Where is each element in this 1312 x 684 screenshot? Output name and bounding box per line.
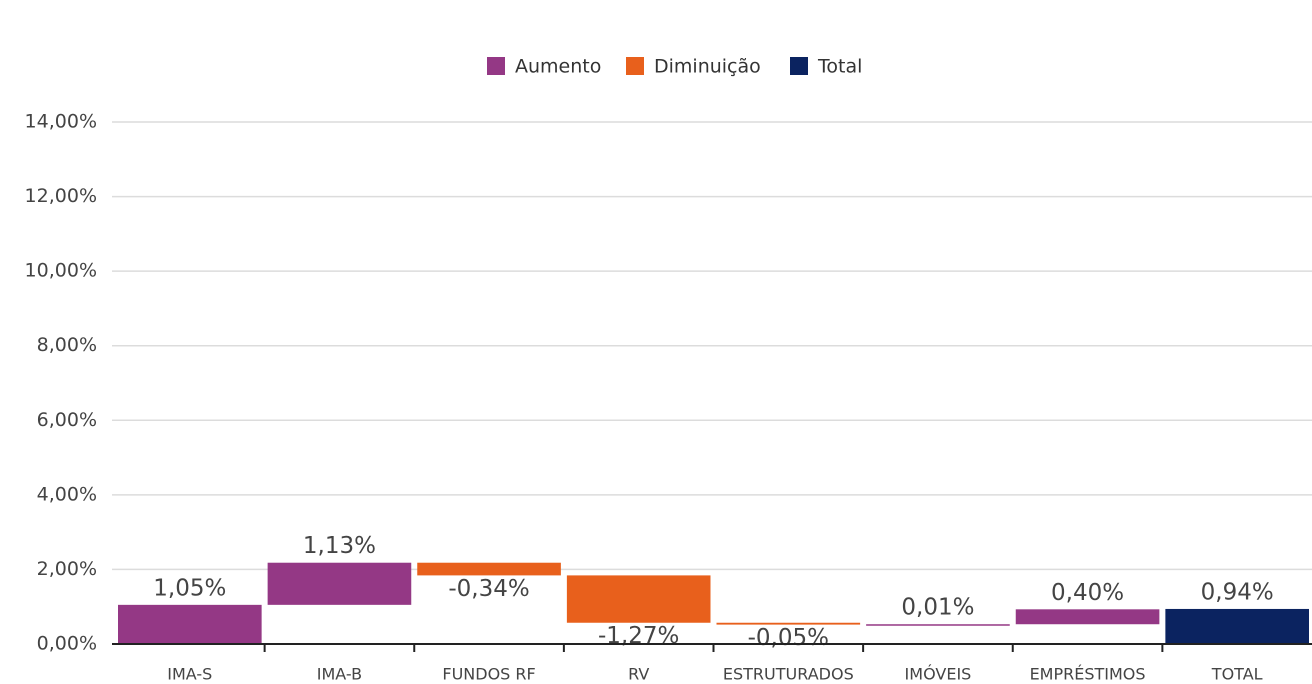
value-label: -0,05% xyxy=(748,625,829,651)
legend-swatch xyxy=(626,57,644,75)
legend-swatch xyxy=(790,57,808,75)
x-tick-label: FUNDOS RF xyxy=(442,665,535,684)
bar xyxy=(716,622,861,625)
y-tick-label: 4,00% xyxy=(37,483,97,505)
legend-label: Total xyxy=(817,56,862,78)
y-tick-label: 2,00% xyxy=(37,558,97,580)
y-tick-label: 14,00% xyxy=(25,111,97,133)
y-tick-label: 6,00% xyxy=(37,409,97,431)
y-tick-label: 10,00% xyxy=(25,260,97,282)
value-label: 1,05% xyxy=(153,575,226,601)
bar xyxy=(267,562,412,605)
legend-label: Aumento xyxy=(515,56,601,78)
bar xyxy=(866,624,1010,626)
x-tick-label: RV xyxy=(628,665,649,684)
bar xyxy=(417,562,561,576)
bar xyxy=(1165,608,1309,644)
value-label: -0,34% xyxy=(448,576,529,602)
x-tick-label: TOTAL xyxy=(1211,665,1263,684)
bar xyxy=(1015,609,1160,625)
y-tick-label: 0,00% xyxy=(37,633,97,655)
x-tick-label: ESTRUTURADOS xyxy=(723,665,854,684)
legend-label: Diminuição xyxy=(654,56,761,78)
bar xyxy=(118,604,262,644)
value-label: 1,13% xyxy=(303,533,376,559)
value-label: 0,40% xyxy=(1051,580,1124,606)
x-tick-label: IMA-S xyxy=(167,665,212,684)
x-tick-label: IMA-B xyxy=(317,665,362,684)
x-tick-label: EMPRÉSTIMOS xyxy=(1030,665,1146,684)
y-tick-label: 8,00% xyxy=(37,334,97,356)
x-tick-label: IMÓVEIS xyxy=(905,665,972,684)
y-tick-label: 12,00% xyxy=(25,185,97,207)
value-label: -1,27% xyxy=(598,623,679,649)
legend-swatch xyxy=(487,57,505,75)
value-label: 0,01% xyxy=(901,595,974,621)
bar xyxy=(566,575,711,623)
value-label: 0,94% xyxy=(1201,579,1274,605)
